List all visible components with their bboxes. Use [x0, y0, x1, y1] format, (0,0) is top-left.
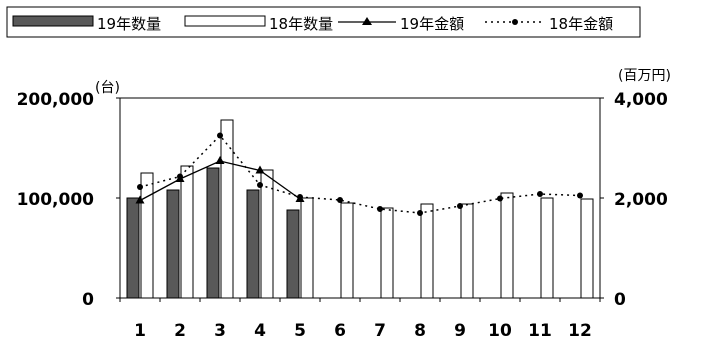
point-18-amount	[497, 195, 503, 202]
point-18-amount	[377, 206, 383, 212]
legend: 19年数量 18年数量 19年金額 18年金額	[6, 6, 641, 38]
left-tick-label: 0	[82, 290, 94, 310]
point-18-amount	[577, 192, 583, 199]
point-18-amount	[417, 210, 423, 216]
x-tick-label: 9	[454, 321, 466, 341]
x-tick-label: 4	[254, 321, 266, 341]
point-19-amount	[255, 165, 265, 174]
point-19-amount	[135, 195, 145, 204]
x-tick-label: 11	[528, 321, 552, 341]
x-tick-label: 2	[174, 321, 186, 341]
x-tick-label: 6	[334, 321, 346, 341]
legend-swatch-19-quantity	[12, 15, 94, 27]
bar-18-quantity	[260, 169, 274, 299]
point-18-amount	[337, 197, 343, 203]
bar-18-quantity	[220, 119, 234, 299]
left-tick-label: 200,000	[17, 90, 95, 110]
bar-19-quantity	[286, 209, 300, 299]
bar-19-quantity	[206, 167, 220, 299]
bar-18-quantity	[340, 202, 354, 299]
legend-marker-19-amount	[362, 17, 372, 25]
bar-18-quantity	[300, 197, 314, 299]
left-tick-label: 100,000	[17, 190, 95, 210]
point-18-amount	[537, 191, 543, 197]
bar-18-quantity	[380, 207, 394, 299]
x-tick-label: 12	[568, 321, 592, 341]
right-tick-label: 4,000	[614, 90, 668, 110]
bar-18-quantity	[540, 197, 554, 299]
right-tick-label: 0	[614, 290, 626, 310]
legend-label-18-quantity: 18年数量	[269, 15, 333, 33]
bar-19-quantity	[166, 189, 180, 299]
point-18-amount	[457, 203, 463, 209]
point-18-amount	[217, 132, 223, 139]
plot-area: 1 2 3 4 5 6 7 8 9 10 11 12	[116, 97, 604, 341]
bar-18-quantity	[140, 172, 154, 299]
x-tick-label: 8	[414, 321, 426, 341]
right-axis-unit: (百万円)	[618, 68, 671, 84]
legend-label-18-amount: 18年金額	[549, 15, 613, 33]
bar-18-quantity	[420, 203, 434, 299]
bar-19-quantity	[126, 197, 140, 299]
x-tick-label: 10	[488, 321, 512, 341]
point-19-amount	[215, 156, 225, 164]
line-18-amount	[139, 134, 581, 214]
x-tick-label: 5	[294, 321, 306, 341]
x-tick-label: 7	[374, 321, 386, 341]
point-18-amount	[177, 173, 183, 180]
left-axis-unit: (台)	[95, 80, 120, 96]
bar-18-quantity	[580, 198, 594, 299]
point-18-amount	[137, 184, 143, 190]
legend-marker-18-amount	[512, 19, 518, 25]
bar-18-quantity	[460, 203, 474, 299]
x-tick-label: 3	[214, 321, 226, 341]
right-tick-label: 2,000	[614, 190, 668, 210]
x-tick-label: 1	[134, 321, 146, 341]
point-18-amount	[257, 182, 263, 188]
bar-19-quantity	[246, 189, 260, 299]
point-18-amount	[297, 194, 303, 200]
bar-18-quantity	[180, 165, 194, 299]
legend-label-19-quantity: 19年数量	[97, 15, 161, 33]
legend-label-19-amount: 19年金額	[400, 15, 464, 33]
bar-18-quantity	[500, 192, 514, 299]
legend-swatch-18-quantity	[184, 15, 266, 27]
